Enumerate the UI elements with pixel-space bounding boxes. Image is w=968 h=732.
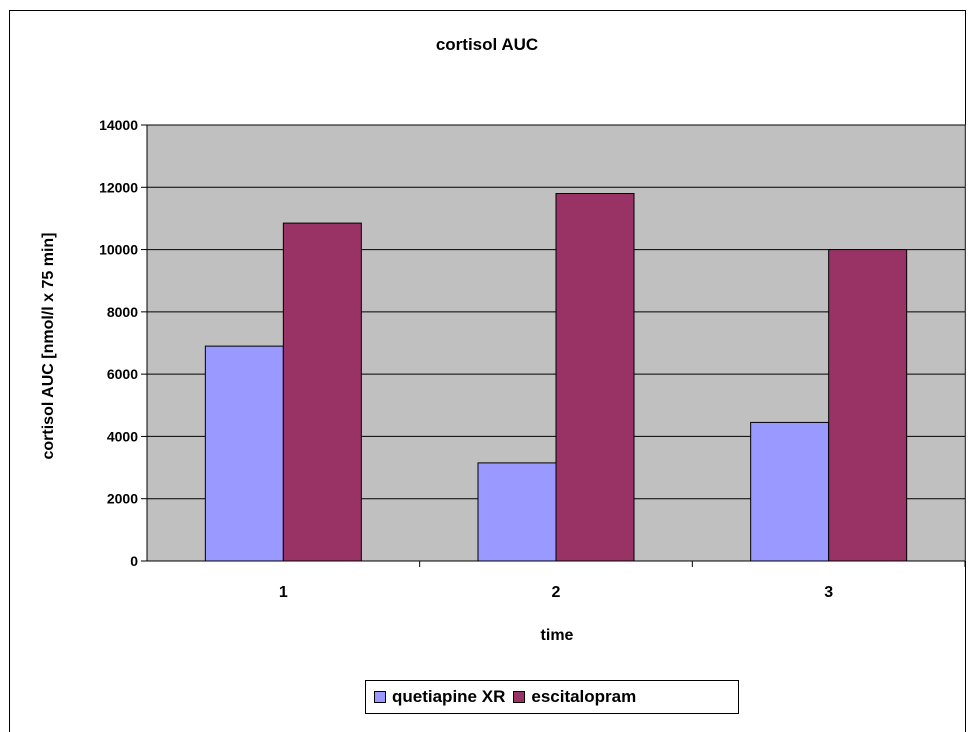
x-axis-title: time [541,627,574,644]
chart-title: cortisol AUC [436,35,538,54]
x-tick-label-1: 1 [279,584,288,601]
legend-swatch-escitalopram [513,691,526,703]
x-tick-label-3: 3 [824,584,833,601]
y-tick-label-6000: 6000 [107,366,138,382]
y-tick-label-0: 0 [130,553,138,569]
legend-item-escitalopram: escitalopram [513,687,636,707]
legend-label-escitalopram: escitalopram [531,687,637,706]
y-tick-label-12000: 12000 [99,179,138,195]
x-tick-label-2: 2 [552,584,561,601]
bar-quetiapine-xr-1 [204,345,284,562]
bar-quetiapine-xr-2 [477,462,557,562]
legend: quetiapine XR escitalopram [365,680,739,714]
bar-escitalopram-2 [555,193,635,562]
bar-escitalopram-3 [828,249,908,562]
y-tick-label-2000: 2000 [107,491,138,507]
y-tick-label-4000: 4000 [107,428,138,444]
legend-swatch-quetiapine [374,691,386,703]
bar-escitalopram-1 [282,222,362,562]
bar-quetiapine-xr-3 [750,421,830,562]
y-tick-label-8000: 8000 [107,304,138,320]
y-axis-title: cortisol AUC [nmol/l x 75 min] [40,233,57,460]
y-tick-label-10000: 10000 [99,242,138,258]
legend-item-quetiapine: quetiapine XR [374,687,505,707]
legend-label-quetiapine: quetiapine XR [392,687,506,706]
y-tick-label-14000: 14000 [99,117,138,133]
